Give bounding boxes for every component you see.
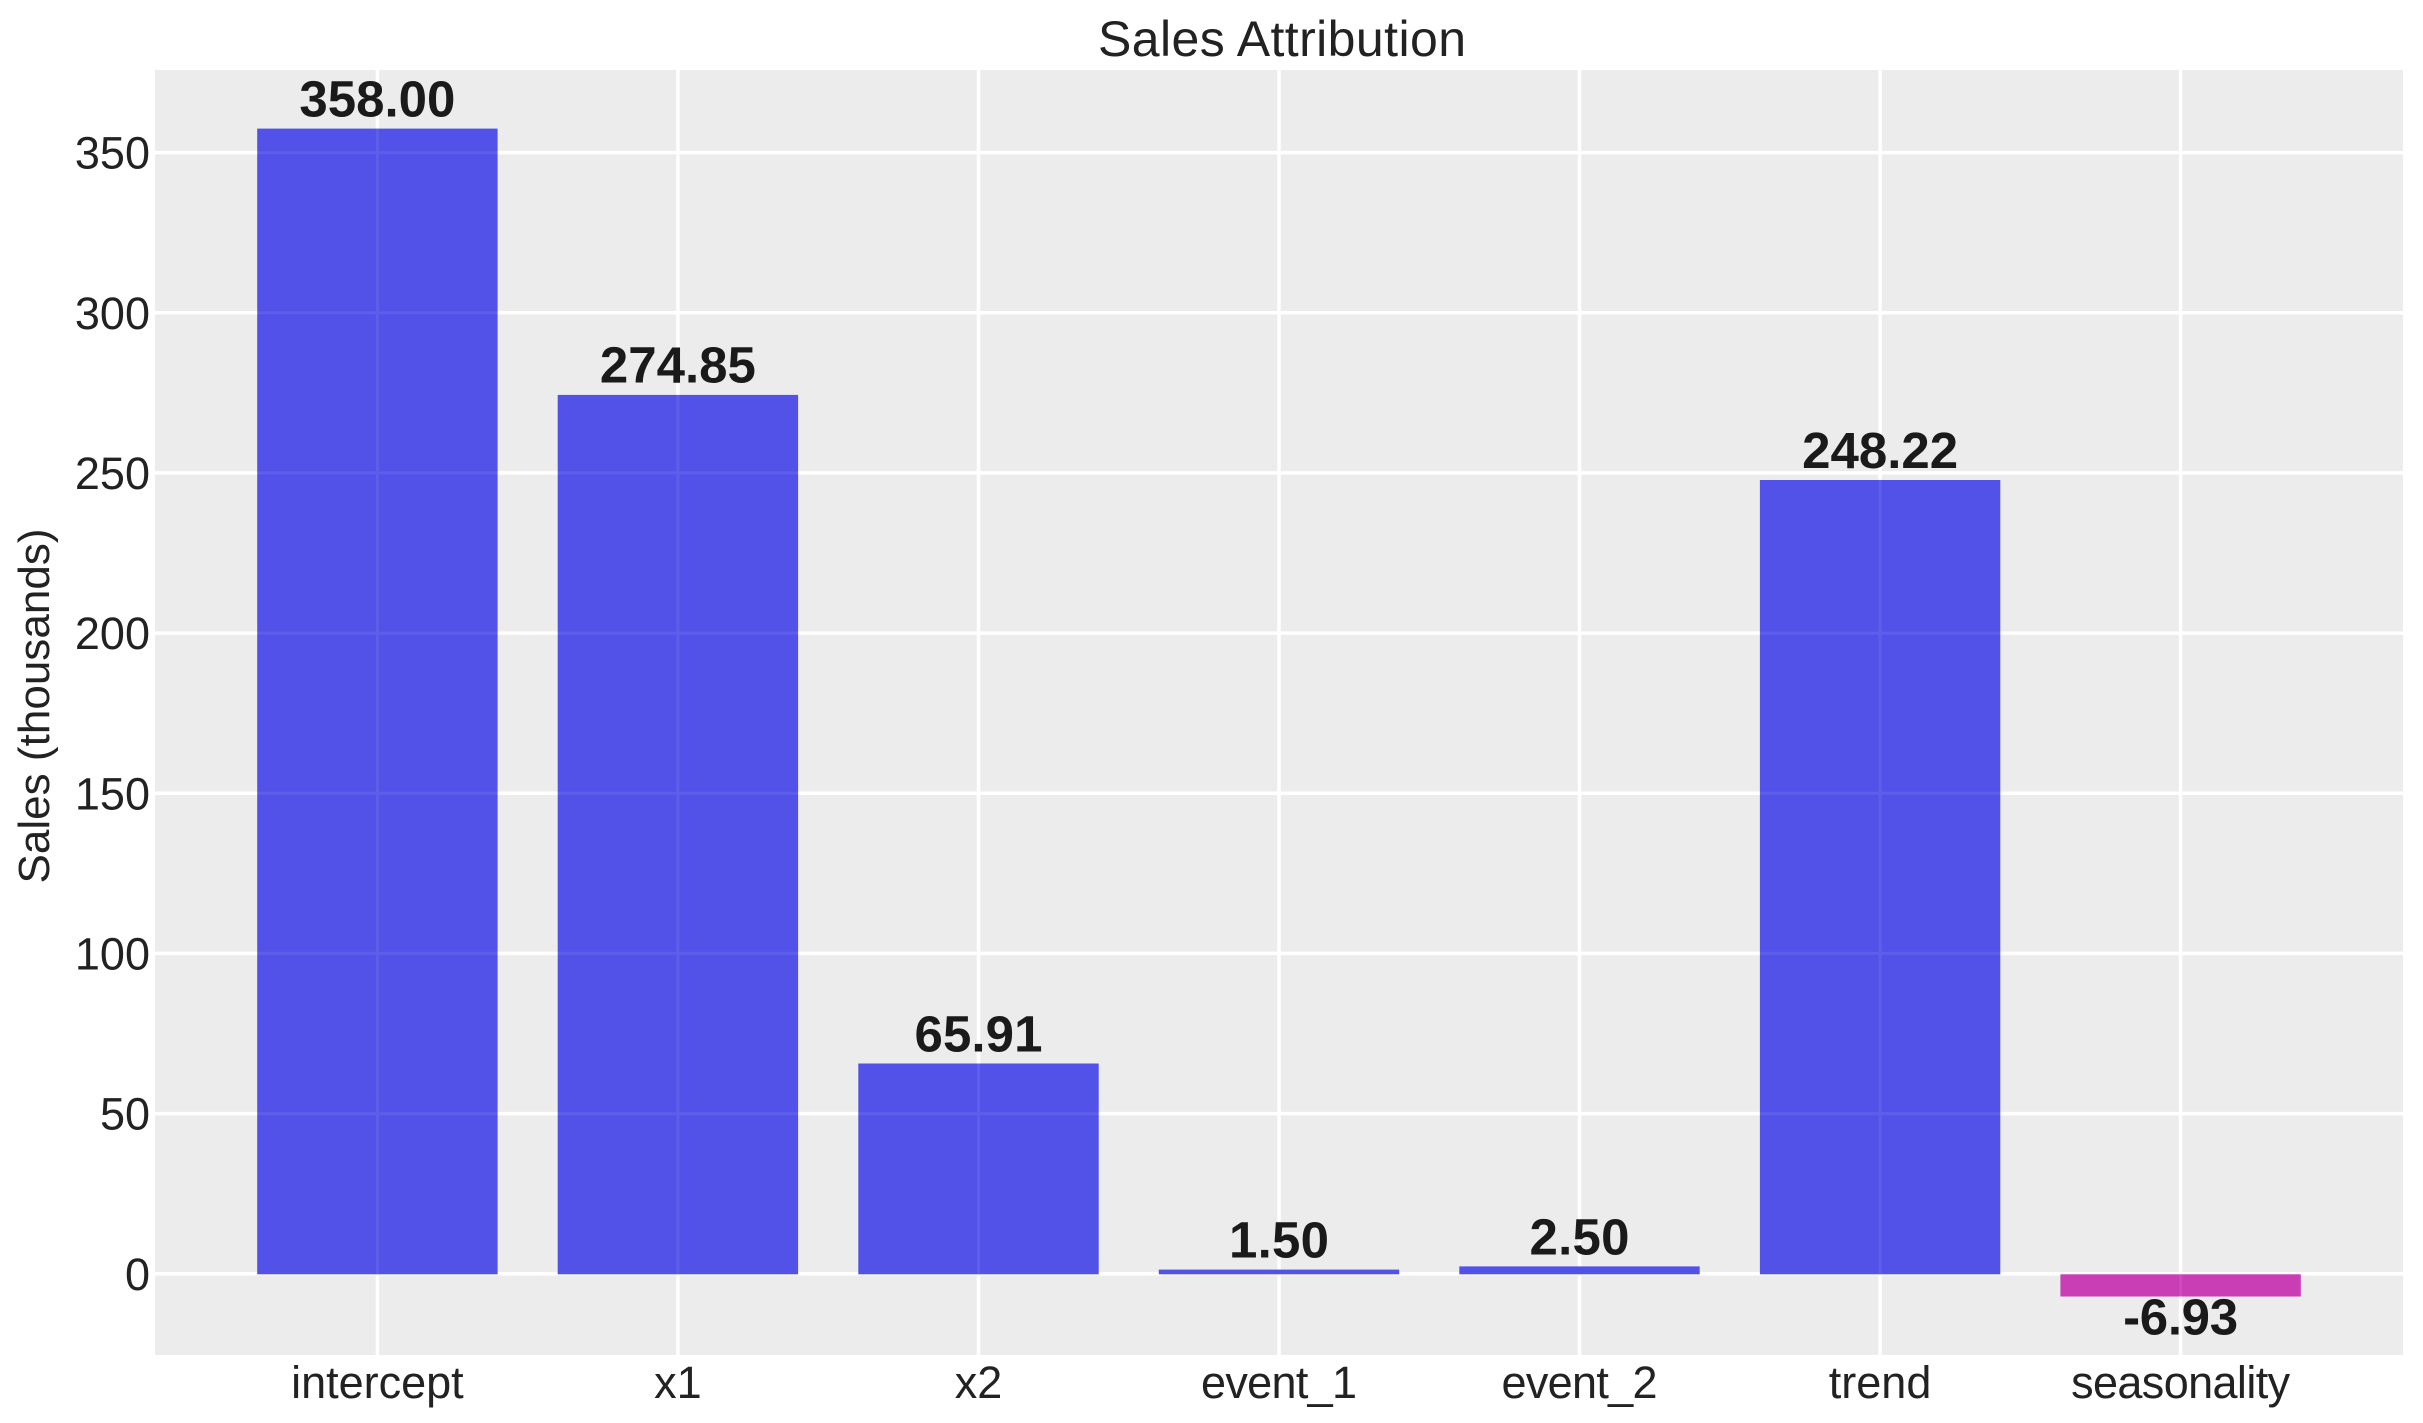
svg-text:274.85: 274.85 (600, 337, 756, 394)
svg-text:-6.93: -6.93 (2123, 1289, 2238, 1346)
svg-text:50: 50 (100, 1089, 150, 1140)
svg-text:event_2: event_2 (1502, 1357, 1658, 1408)
svg-text:x2: x2 (955, 1357, 1003, 1408)
svg-text:248.22: 248.22 (1802, 422, 1958, 479)
svg-text:1.50: 1.50 (1229, 1212, 1329, 1269)
svg-text:x1: x1 (654, 1357, 702, 1408)
svg-text:250: 250 (75, 448, 150, 499)
svg-text:event_1: event_1 (1201, 1357, 1357, 1408)
svg-text:300: 300 (75, 288, 150, 339)
svg-text:Sales Attribution: Sales Attribution (1098, 11, 1466, 67)
svg-text:trend: trend (1829, 1357, 1932, 1408)
svg-text:seasonality: seasonality (2071, 1357, 2291, 1408)
svg-text:200: 200 (75, 608, 150, 659)
svg-text:intercept: intercept (291, 1357, 464, 1408)
svg-text:350: 350 (75, 128, 150, 179)
svg-text:358.00: 358.00 (299, 71, 455, 128)
svg-text:100: 100 (75, 929, 150, 980)
svg-text:2.50: 2.50 (1530, 1209, 1630, 1266)
svg-text:0: 0 (125, 1249, 150, 1300)
svg-text:65.91: 65.91 (915, 1006, 1043, 1063)
svg-text:150: 150 (75, 768, 150, 819)
svg-text:Sales (thousands): Sales (thousands) (10, 529, 59, 884)
